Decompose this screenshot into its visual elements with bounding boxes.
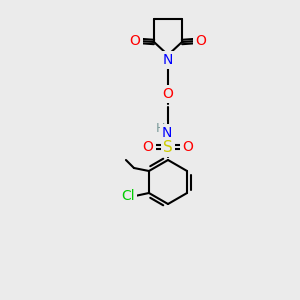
Text: O: O xyxy=(163,87,173,101)
Text: O: O xyxy=(183,140,194,154)
Text: Cl: Cl xyxy=(121,189,135,203)
Text: N: N xyxy=(162,126,172,140)
Text: O: O xyxy=(196,34,206,48)
Text: S: S xyxy=(163,140,173,154)
Text: O: O xyxy=(130,34,140,48)
Text: H: H xyxy=(155,122,165,136)
Text: O: O xyxy=(142,140,153,154)
Text: N: N xyxy=(163,53,173,67)
